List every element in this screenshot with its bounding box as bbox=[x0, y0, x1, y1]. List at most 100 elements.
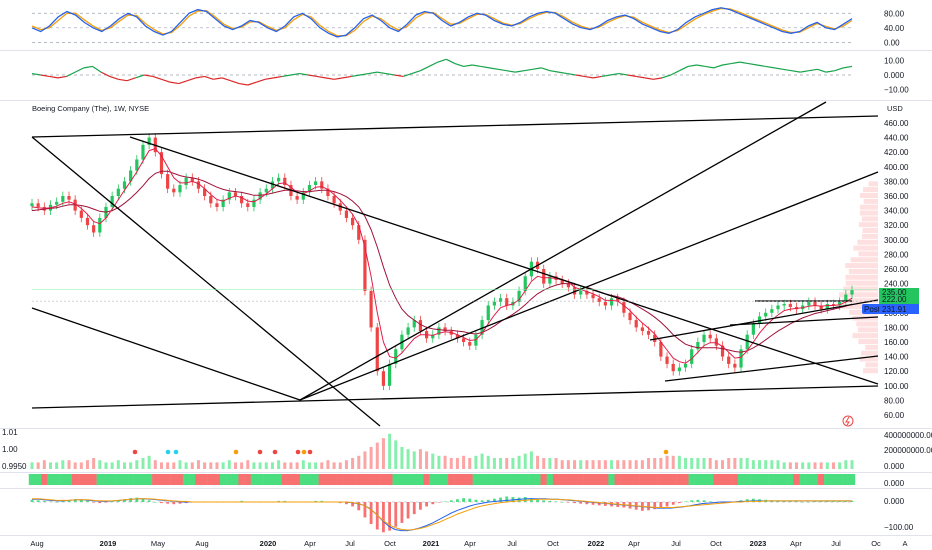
macd-histogram-bar bbox=[573, 502, 576, 503]
signal-strip-cell bbox=[695, 474, 701, 485]
volume-bar bbox=[437, 456, 440, 469]
lightning-icon-bolt bbox=[846, 417, 849, 425]
macd-histogram-bar bbox=[814, 501, 817, 502]
oscillator-segment bbox=[395, 75, 404, 76]
x-axis-label: Oct bbox=[547, 539, 560, 548]
x-axis-label: Jul bbox=[507, 539, 517, 548]
signal-strip-cell bbox=[183, 474, 189, 485]
volume-bar bbox=[308, 462, 311, 469]
volume-bar bbox=[271, 462, 274, 469]
signal-strip-cell bbox=[294, 474, 300, 485]
signal-strip-cell bbox=[251, 474, 257, 485]
volume-bar bbox=[111, 462, 114, 469]
signal-strip-cell bbox=[645, 474, 651, 485]
candle-body bbox=[850, 290, 853, 294]
volume-bar bbox=[197, 460, 200, 469]
macd-histogram-bar bbox=[456, 499, 459, 502]
signal-strip-cell bbox=[411, 474, 417, 485]
x-axis-label: Oct bbox=[384, 539, 397, 548]
signal-strip-cell bbox=[374, 474, 380, 485]
event-dot bbox=[174, 450, 179, 455]
volume-profile-bar bbox=[849, 269, 878, 274]
oscillator-segment bbox=[231, 81, 240, 84]
auto-scale-button[interactable]: A bbox=[902, 539, 907, 548]
candle-body bbox=[61, 196, 64, 202]
volume-profile-bar bbox=[860, 193, 878, 198]
oscillator-segment bbox=[576, 75, 585, 76]
signal-strip-cell bbox=[793, 474, 799, 485]
volume-bar bbox=[826, 462, 829, 469]
oscillator-segment bbox=[653, 78, 662, 79]
event-dot bbox=[166, 450, 171, 455]
moving-average-slow bbox=[32, 171, 852, 352]
signal-strip-cell bbox=[263, 474, 269, 485]
price-tick-label: 360.00 bbox=[884, 192, 909, 201]
volume-bar bbox=[314, 462, 317, 469]
oscillator-segment bbox=[92, 66, 101, 72]
signal-strip-cell bbox=[836, 474, 842, 485]
macd-histogram-bar bbox=[807, 502, 810, 503]
volume-bar bbox=[431, 454, 434, 469]
oscillator-segment bbox=[766, 66, 775, 67]
stochastic-tick-label: 80.00 bbox=[884, 9, 905, 18]
volume-bar bbox=[376, 443, 379, 469]
macd-histogram-bar bbox=[382, 502, 385, 532]
volume-bar bbox=[474, 456, 477, 469]
volume-bar bbox=[104, 462, 107, 469]
signal-strip-cell bbox=[812, 474, 818, 485]
oscillator-segment bbox=[360, 74, 369, 75]
oscillator-segment bbox=[377, 72, 386, 73]
volume-bar bbox=[789, 462, 792, 469]
candle-body bbox=[684, 364, 687, 368]
volume-profile-bar bbox=[851, 257, 878, 262]
x-axis-label: Jul bbox=[831, 539, 841, 548]
candle-body bbox=[30, 203, 33, 206]
oscillator-segment bbox=[187, 78, 196, 81]
signal-strip-cell bbox=[349, 474, 355, 485]
oscillator-segment bbox=[420, 66, 429, 70]
volume-bar bbox=[493, 458, 496, 469]
oscillator-segment bbox=[472, 65, 481, 66]
volume-bar bbox=[425, 451, 428, 469]
oscillator-segment bbox=[610, 74, 619, 75]
signal-strip-cell bbox=[652, 474, 658, 485]
volume-bar bbox=[672, 456, 675, 469]
macd-histogram-bar bbox=[481, 500, 484, 502]
signal-strip-cell bbox=[134, 474, 140, 485]
macd-histogram-bar bbox=[160, 502, 163, 503]
candle-body bbox=[277, 178, 280, 182]
oscillator-segment bbox=[455, 64, 464, 67]
macd-tick-label: −100.00 bbox=[884, 523, 914, 532]
signal-strip-cell bbox=[448, 474, 454, 485]
candle-body bbox=[733, 364, 736, 368]
oscillator-segment bbox=[265, 78, 274, 79]
volume-bar bbox=[536, 456, 539, 469]
signal-strip-cell bbox=[682, 474, 688, 485]
candle-body bbox=[135, 160, 138, 171]
signal-strip-cell bbox=[245, 474, 251, 485]
volume-bar bbox=[326, 460, 329, 469]
oscillator-segment bbox=[507, 71, 516, 72]
signal-strip-cell bbox=[547, 474, 553, 485]
candle-body bbox=[468, 342, 471, 346]
volume-bar bbox=[265, 462, 268, 469]
volume-bar bbox=[259, 462, 262, 469]
candle-body bbox=[80, 211, 83, 218]
oscillator-segment bbox=[41, 75, 50, 76]
signal-strip-cell bbox=[559, 474, 565, 485]
candle-body bbox=[172, 189, 175, 193]
oscillator-segment bbox=[446, 59, 455, 63]
signal-strip-cell bbox=[436, 474, 442, 485]
volume-bar bbox=[74, 462, 77, 469]
volume-profile-bar bbox=[858, 339, 878, 344]
volume-bar bbox=[178, 460, 181, 469]
volume-bar bbox=[795, 462, 798, 469]
signal-strip-cell bbox=[319, 474, 325, 485]
macd-histogram-bar bbox=[425, 502, 428, 506]
oscillator-segment bbox=[239, 84, 248, 85]
oscillator-tick-label: 0.000 bbox=[884, 71, 905, 80]
price-tick-label: 300.00 bbox=[884, 236, 909, 245]
signal-strip-cell bbox=[824, 474, 830, 485]
signal-strip-cell bbox=[417, 474, 423, 485]
